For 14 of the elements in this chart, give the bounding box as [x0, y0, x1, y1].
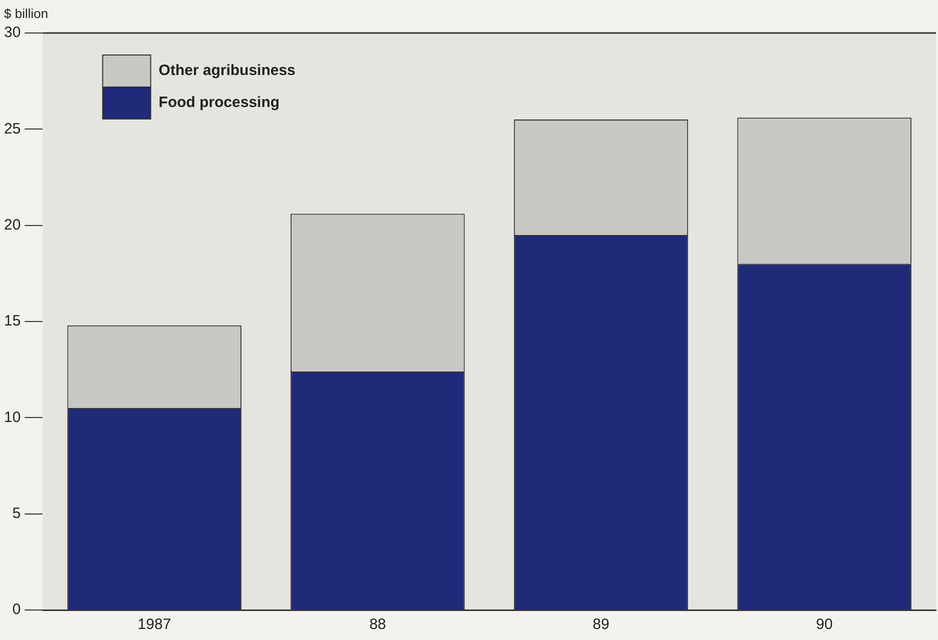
legend-label: Other agribusiness	[158, 62, 296, 80]
legend-label: Food processing	[158, 94, 280, 112]
y-tick-label: 30	[4, 24, 21, 42]
x-tick-label: 90	[816, 616, 833, 634]
y-tick-label: 0	[12, 601, 21, 618]
y-axis-title: $ billion	[4, 6, 48, 21]
x-tick-label: 89	[592, 616, 610, 634]
x-tick-label: 1987	[138, 616, 172, 634]
y-tick-label: 10	[4, 408, 21, 426]
y-tick-label: 25	[4, 120, 21, 138]
y-tick-label: 20	[4, 216, 21, 234]
x-tick-label: 88	[369, 616, 386, 634]
y-tick-label: 5	[12, 504, 21, 522]
y-tick-label: 15	[4, 312, 21, 330]
